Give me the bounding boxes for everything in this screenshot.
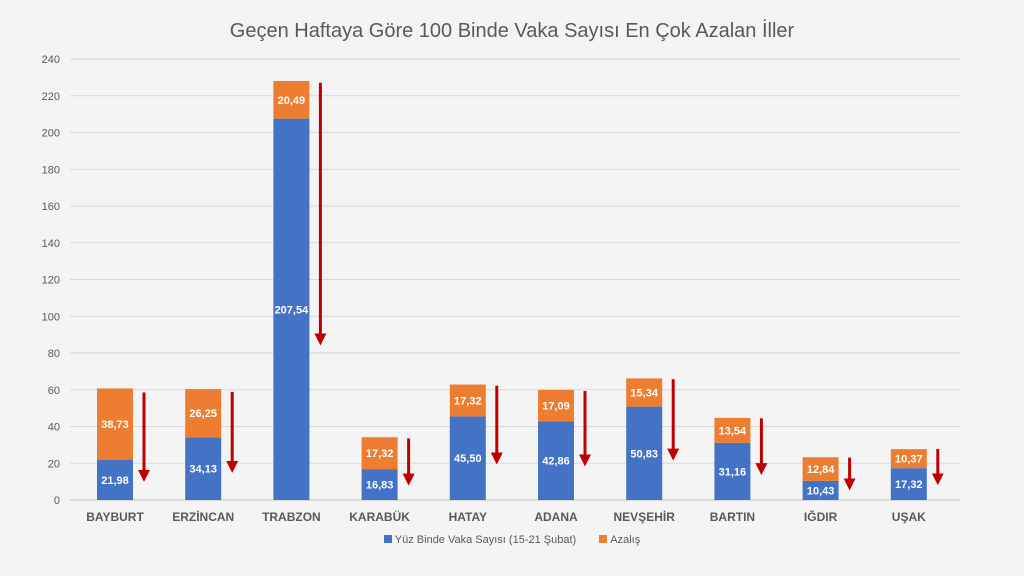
data-label: 17,32 xyxy=(454,395,482,407)
bar-cases xyxy=(714,442,751,500)
x-tick-label: IĞDIR xyxy=(804,509,838,524)
data-label: 207,54 xyxy=(275,304,310,316)
data-label: 34,13 xyxy=(189,464,217,476)
legend-swatch xyxy=(599,535,608,543)
x-tick-label: BAYBURT xyxy=(86,510,144,524)
data-label: 45,50 xyxy=(454,453,482,465)
y-tick-label: 180 xyxy=(42,164,60,176)
bar-decrease xyxy=(185,389,222,438)
bar-decrease xyxy=(802,457,839,481)
data-label: 13,54 xyxy=(719,425,747,437)
bar-cases xyxy=(890,468,927,500)
legend-item-series-0: Yüz Binde Vaka Sayısı (15-21 Şubat) xyxy=(383,534,577,546)
bar-decrease xyxy=(273,80,310,119)
chart-title: Geçen Haftaya Göre 100 Binde Vaka Sayısı… xyxy=(229,20,795,42)
bar-decrease xyxy=(538,389,574,422)
bar-cases xyxy=(626,406,663,500)
data-label: 17,32 xyxy=(895,479,923,491)
data-label: 50,83 xyxy=(630,448,658,460)
y-tick-label: 60 xyxy=(48,385,60,397)
y-tick-label: 240 xyxy=(42,54,60,66)
data-label: 42,86 xyxy=(542,456,570,468)
legend-swatch xyxy=(383,535,392,543)
x-tick-label: ERZİNCAN xyxy=(172,509,234,524)
bar-cases xyxy=(97,459,133,500)
y-tick-label: 160 xyxy=(42,201,60,213)
data-label: 26,25 xyxy=(189,408,217,420)
legend-label: Azalış xyxy=(610,534,641,546)
x-tick-label: ADANA xyxy=(534,510,578,524)
y-tick-label: 80 xyxy=(48,348,60,360)
legend: Yüz Binde Vaka Sayısı (15-21 Şubat) Azal… xyxy=(0,534,1024,546)
data-label: 20,49 xyxy=(278,95,306,107)
bar-decrease xyxy=(890,449,927,469)
bar-cases xyxy=(538,421,574,500)
data-label: 10,43 xyxy=(807,485,835,497)
bar-cases xyxy=(185,437,222,500)
y-tick-label: 40 xyxy=(48,422,60,434)
y-tick-label: 140 xyxy=(42,238,60,250)
data-label: 12,84 xyxy=(807,464,835,476)
bar-cases xyxy=(361,469,398,500)
data-label: 15,34 xyxy=(630,388,658,400)
bar-decrease xyxy=(626,378,663,407)
bar-decrease xyxy=(714,417,751,443)
data-label: 17,32 xyxy=(366,448,394,460)
bar-decrease xyxy=(449,384,486,417)
data-label: 16,83 xyxy=(366,480,394,492)
y-tick-label: 220 xyxy=(42,91,60,103)
data-label: 21,98 xyxy=(101,475,129,487)
bar-decrease xyxy=(97,388,133,460)
data-label: 10,37 xyxy=(895,454,923,466)
y-tick-label: 0 xyxy=(54,495,60,507)
bar-cases xyxy=(802,480,839,500)
bar-decrease xyxy=(361,437,398,470)
y-tick-label: 20 xyxy=(48,458,60,470)
data-label: 31,16 xyxy=(719,466,747,478)
legend-item-series-1: Azalış xyxy=(599,534,640,546)
x-tick-label: BARTIN xyxy=(710,510,755,524)
x-tick-label: TRABZON xyxy=(262,510,321,524)
x-tick-label: HATAY xyxy=(449,510,487,524)
legend-label: Yüz Binde Vaka Sayısı (15-21 Şubat) xyxy=(394,534,577,546)
x-tick-label: KARABÜK xyxy=(349,509,410,524)
data-label: 38,73 xyxy=(101,419,129,431)
y-tick-label: 120 xyxy=(42,275,60,287)
data-label: 17,09 xyxy=(542,401,570,413)
bar-cases xyxy=(449,416,486,500)
bar-cases xyxy=(273,118,310,500)
y-tick-label: 200 xyxy=(42,128,60,140)
y-tick-label: 100 xyxy=(42,311,60,323)
x-tick-label: UŞAK xyxy=(892,510,926,524)
x-tick-label: NEVŞEHİR xyxy=(614,509,676,524)
